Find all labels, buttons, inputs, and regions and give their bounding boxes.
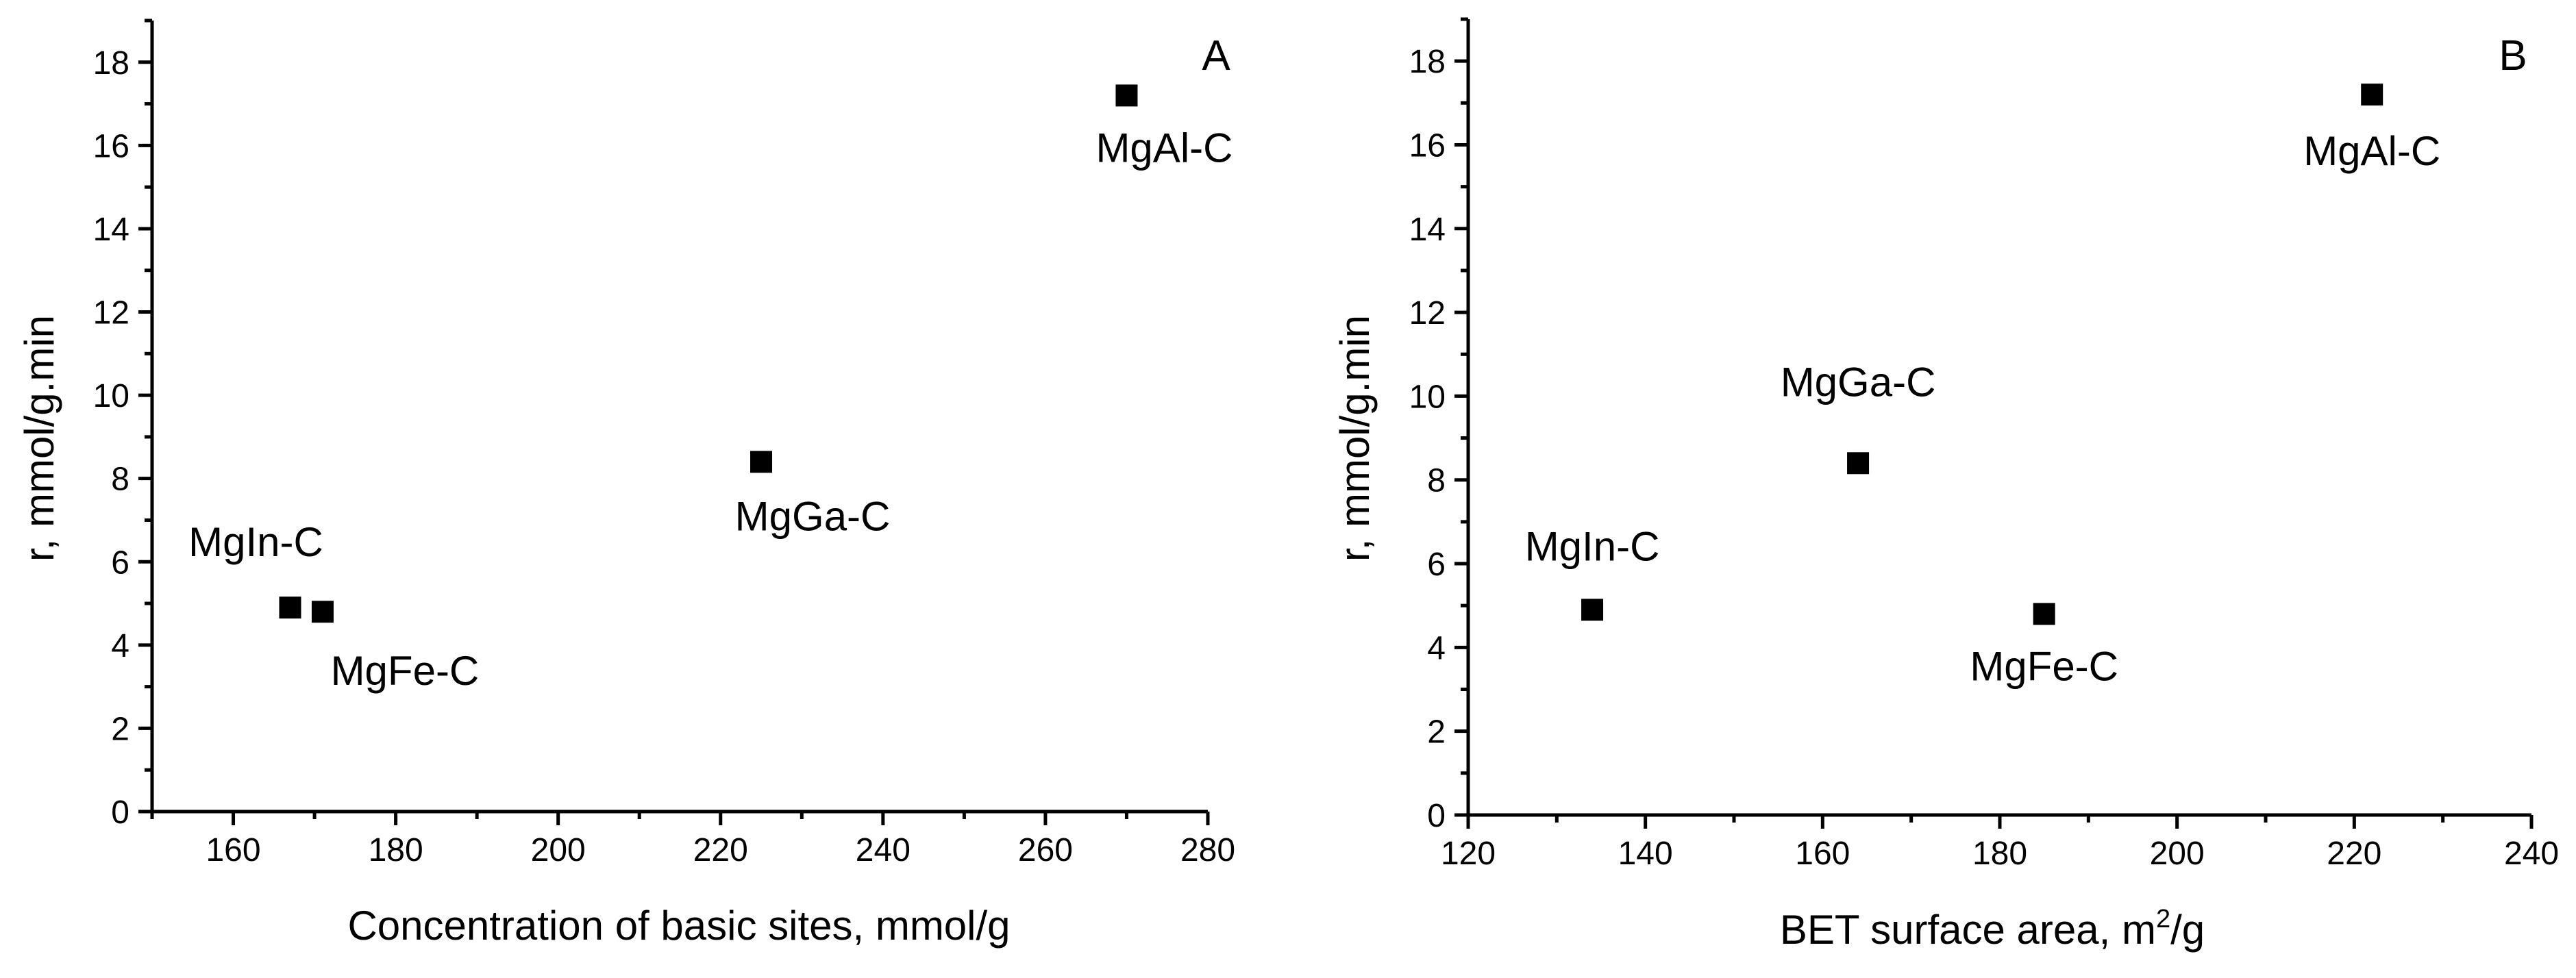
- panel-a-y-tick-label: 16: [93, 128, 129, 164]
- panel-a-markers: [279, 84, 1138, 623]
- panel-b-marker-mgga-c: [1847, 452, 1870, 475]
- panel-a-y-axis-title: r, mmol/g.min: [16, 315, 62, 562]
- panel-a-x-tick-label: 280: [1180, 832, 1235, 868]
- panel-b-x-axis-title-tail: /g: [2170, 907, 2205, 953]
- panel-b-point-labels: MgIn-C MgGa-C MgFe-C MgAl-C: [1525, 128, 2440, 689]
- panel-b-y-tick-label: 0: [1427, 798, 1446, 834]
- panel-b-point-label-mgal-c: MgAl-C: [2303, 128, 2440, 174]
- panel-a-point-label-mgga-c: MgGa-C: [735, 493, 891, 539]
- panel-b-x-tick-label: 200: [2150, 836, 2205, 872]
- panel-b-y-tick-label: 2: [1427, 714, 1446, 751]
- panel-a: 0 2 4 6 8 10 12 14 16 18 160 180 200 220 240 260 280 Mg…: [16, 18, 1235, 949]
- panel-a-x-tick-label: 200: [531, 832, 586, 868]
- panel-b-marker-mgal-c: [2361, 84, 2383, 106]
- panel-b-point-label-mgin-c: MgIn-C: [1525, 523, 1660, 569]
- panel-a-marker-mgin-c: [279, 597, 301, 619]
- panel-b-x-tick-label: 240: [2504, 836, 2559, 872]
- panel-b: 0 2 4 6 8 10 12 14 16 18 120 140 160 180 200 220 240 Mg…: [1332, 17, 2559, 953]
- panel-b-y-tick-label: 18: [1409, 44, 1446, 80]
- panel-b-x-tick-label: 140: [1618, 836, 1673, 872]
- panel-a-point-label-mgin-c: MgIn-C: [188, 519, 323, 565]
- panel-a-marker-mgfe-c: [311, 601, 334, 623]
- panel-a-point-label-mgal-c: MgAl-C: [1095, 125, 1233, 171]
- panel-a-y-tick-label: 6: [111, 544, 129, 581]
- panel-a-point-labels: MgIn-C MgFe-C MgGa-C MgAl-C: [188, 125, 1233, 694]
- panel-a-x-tick-label: 260: [1018, 832, 1073, 868]
- panel-a-y-tick-label: 10: [93, 378, 129, 414]
- panel-b-label: B: [2499, 32, 2527, 79]
- panel-b-y-tick-label: 6: [1427, 547, 1446, 583]
- panel-b-x-ticks: 120 140 160 180 200 220 240: [1441, 815, 2559, 872]
- panel-a-x-tick-label: 240: [856, 832, 911, 868]
- panel-b-y-tick-label: 14: [1409, 212, 1446, 248]
- panel-b-point-label-mgga-c: MgGa-C: [1781, 359, 1936, 405]
- panel-a-marker-mgal-c: [1115, 84, 1138, 107]
- panel-a-y-tick-label: 2: [111, 711, 129, 747]
- panel-a-x-axis-title: Concentration of basic sites, mmol/g: [347, 903, 1010, 949]
- panel-b-point-label-mgfe-c: MgFe-C: [1970, 643, 2118, 689]
- panel-b-y-tick-label: 4: [1427, 630, 1446, 666]
- panel-b-x-tick-label: 220: [2327, 836, 2381, 872]
- panel-a-label: A: [1202, 32, 1230, 79]
- panel-a-y-tick-label: 18: [93, 45, 129, 82]
- panel-b-y-tick-label: 8: [1427, 463, 1446, 499]
- panel-b-x-tick-label: 180: [1972, 836, 2027, 872]
- panel-b-y-ticks: 0 2 4 6 8 10 12 14 16 18: [1409, 17, 1468, 834]
- panel-a-y-tick-label: 4: [111, 628, 129, 664]
- panel-a-x-tick-label: 180: [369, 832, 423, 868]
- panel-b-y-axis-title: r, mmol/g.min: [1332, 315, 1378, 562]
- panel-b-x-axis-title-superscript: 2: [2156, 905, 2170, 933]
- panel-a-y-tick-label: 8: [111, 462, 129, 498]
- panel-a-y-tick-label: 12: [93, 295, 129, 331]
- panel-b-x-axis-title: BET surface area, m2/g: [1780, 905, 2205, 953]
- panel-b-markers: [1581, 84, 2383, 625]
- panel-b-y-tick-label: 10: [1409, 379, 1446, 415]
- panel-a-marker-mgga-c: [750, 451, 773, 473]
- panel-a-x-tick-label: 220: [693, 832, 748, 868]
- panel-a-y-tick-label: 0: [111, 794, 129, 831]
- panel-a-x-ticks: 160 180 200 220 240 260 280: [150, 812, 1235, 868]
- panel-a-point-label-mgfe-c: MgFe-C: [331, 648, 480, 694]
- panel-a-axes: [150, 21, 1208, 814]
- panel-b-marker-mgin-c: [1581, 599, 1604, 621]
- panel-a-y-ticks: 0 2 4 6 8 10 12 14 16 18: [93, 18, 152, 831]
- panel-b-marker-mgfe-c: [2033, 603, 2055, 625]
- panel-b-x-tick-label: 160: [1795, 836, 1850, 872]
- panel-b-y-tick-label: 12: [1409, 295, 1446, 331]
- panel-a-x-tick-label: 160: [206, 832, 260, 868]
- panel-a-y-tick-label: 14: [93, 212, 129, 248]
- panel-b-x-tick-label: 120: [1441, 836, 1496, 872]
- panel-b-x-axis-title-main: BET surface area, m: [1780, 907, 2156, 953]
- panel-b-y-tick-label: 16: [1409, 127, 1446, 164]
